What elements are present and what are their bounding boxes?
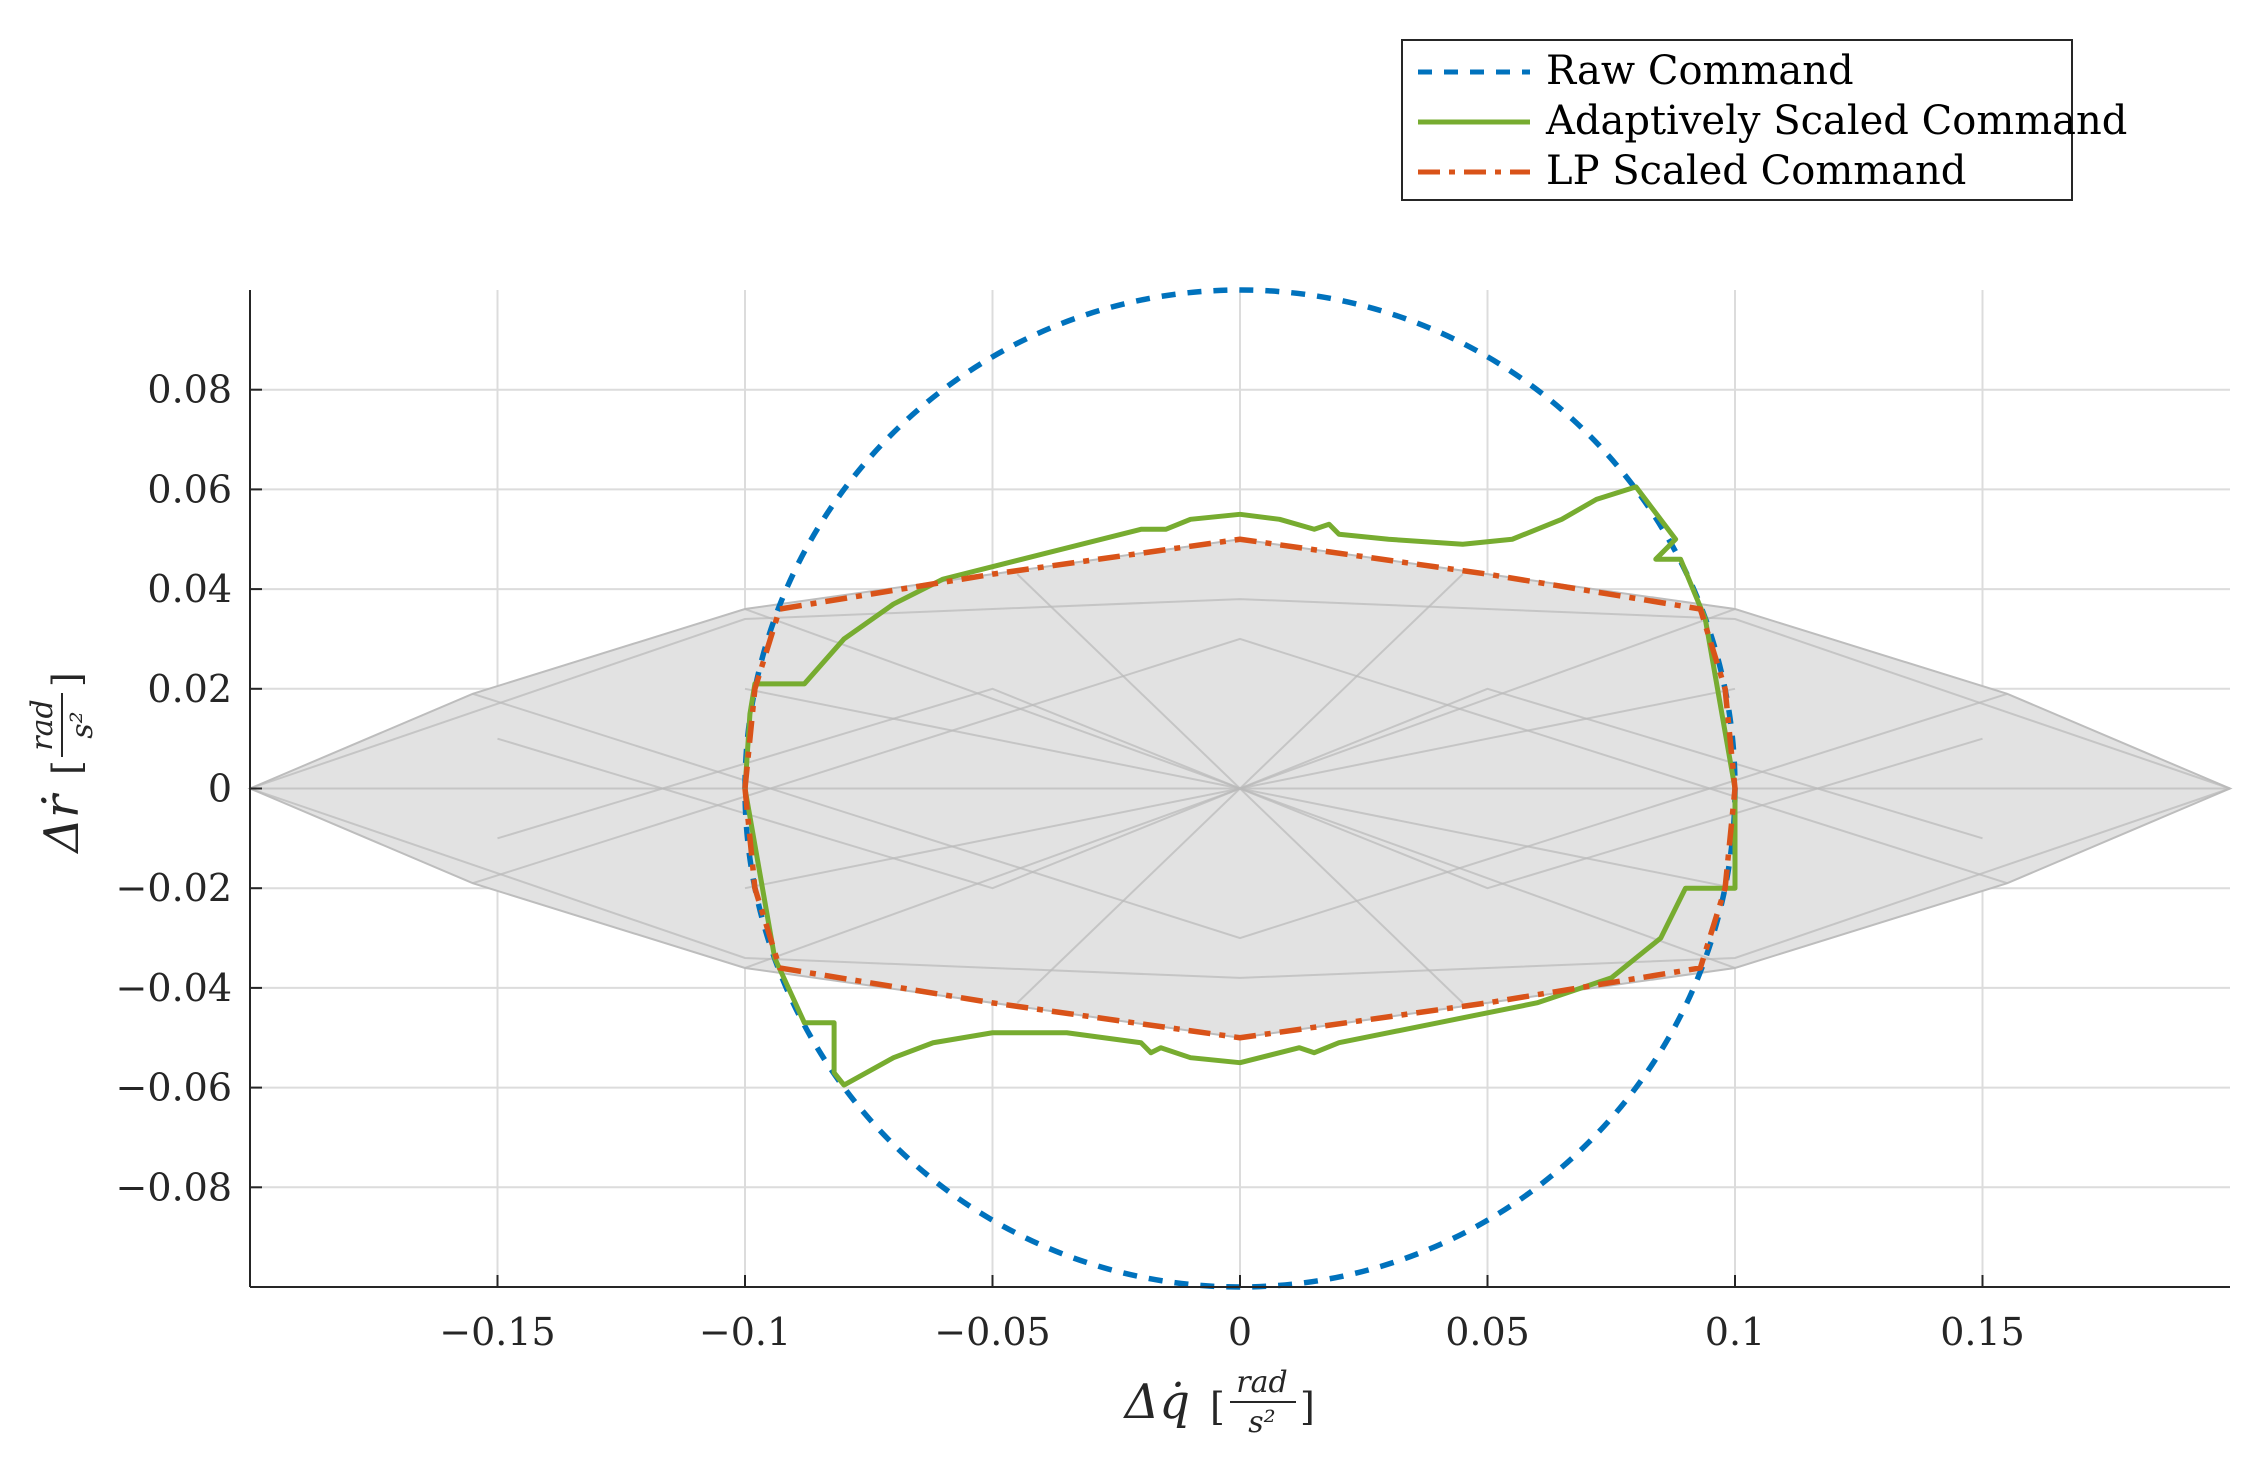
attainable-region-edge bbox=[1016, 573, 1464, 1004]
y-tick-label: 0.06 bbox=[147, 467, 232, 511]
y-axis-bracket-open: [ bbox=[45, 760, 89, 775]
x-tick-label: −0.15 bbox=[439, 1310, 555, 1354]
x-tick-label: −0.1 bbox=[699, 1310, 791, 1354]
x-axis-unit-denominator: s² bbox=[1248, 1405, 1275, 1440]
x-tick-label: 0.05 bbox=[1445, 1310, 1530, 1354]
series-lp-scaled-command bbox=[742, 536, 1738, 1041]
attainable-region bbox=[247, 538, 2233, 1039]
y-axis-title: Δṙ [ rad s² ] bbox=[25, 672, 100, 854]
y-axis-label: Δṙ bbox=[34, 792, 90, 855]
attainable-region-edge bbox=[249, 598, 2231, 790]
x-tick-label: 0 bbox=[1228, 1310, 1252, 1354]
y-tick-label: 0 bbox=[208, 767, 232, 811]
y-tick-label: −0.06 bbox=[116, 1066, 232, 1110]
x-axis-label: Δq̇ bbox=[1123, 1374, 1190, 1430]
x-axis-bracket-close: ] bbox=[1300, 1385, 1315, 1429]
legend-label-lp-scaled-command: LP Scaled Command bbox=[1546, 148, 1966, 194]
attainable-region-edge bbox=[472, 692, 2008, 940]
y-axis-bracket-close: ] bbox=[45, 672, 89, 687]
axes bbox=[249, 290, 2230, 1288]
y-tick-label: 0.04 bbox=[147, 567, 232, 611]
x-tick-label: −0.05 bbox=[934, 1310, 1050, 1354]
attainable-region-edge bbox=[249, 787, 2231, 979]
x-axis-title: Δq̇ [ rad s² ] bbox=[1123, 1365, 1315, 1440]
tick-labels: −0.15 −0.1 −0.05 0 0.05 0.1 0.15 0.08 0.06 0.04 0.… bbox=[116, 368, 2025, 1354]
y-axis-unit-denominator: s² bbox=[65, 711, 100, 738]
y-axis-unit-numerator: rad bbox=[25, 699, 60, 750]
x-axis-bracket-open: [ bbox=[1210, 1385, 1225, 1429]
x-tick-label: 0.15 bbox=[1940, 1310, 2025, 1354]
y-tick-label: −0.02 bbox=[116, 866, 232, 910]
y-tick-label: 0.02 bbox=[147, 667, 232, 711]
legend-label-adaptively-scaled-command: Adaptively Scaled Command bbox=[1545, 98, 2127, 144]
y-tick-label: −0.04 bbox=[116, 966, 232, 1010]
x-axis-unit-numerator: rad bbox=[1236, 1365, 1287, 1400]
y-tick-label: −0.08 bbox=[116, 1165, 232, 1209]
legend-label-raw-command: Raw Command bbox=[1546, 48, 1854, 94]
x-tick-label: 0.1 bbox=[1705, 1310, 1765, 1354]
legend: Raw Command Adaptively Scaled Command LP… bbox=[1401, 39, 2127, 201]
y-tick-label: 0.08 bbox=[147, 368, 232, 412]
attainable-region-edge bbox=[472, 637, 2008, 885]
